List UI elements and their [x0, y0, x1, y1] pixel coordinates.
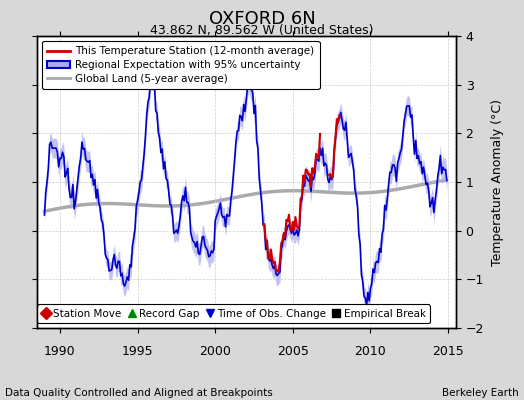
- Text: Data Quality Controlled and Aligned at Breakpoints: Data Quality Controlled and Aligned at B…: [5, 388, 273, 398]
- Text: Berkeley Earth: Berkeley Earth: [442, 388, 519, 398]
- Y-axis label: Temperature Anomaly (°C): Temperature Anomaly (°C): [491, 98, 504, 266]
- Text: 2005: 2005: [277, 345, 309, 358]
- Text: 1990: 1990: [44, 345, 76, 358]
- Legend: Station Move, Record Gap, Time of Obs. Change, Empirical Break: Station Move, Record Gap, Time of Obs. C…: [37, 304, 430, 323]
- Text: 43.862 N, 89.562 W (United States): 43.862 N, 89.562 W (United States): [150, 24, 374, 37]
- Text: 1995: 1995: [122, 345, 154, 358]
- Text: 2000: 2000: [199, 345, 231, 358]
- Text: 2010: 2010: [355, 345, 386, 358]
- Text: OXFORD 6N: OXFORD 6N: [209, 10, 315, 28]
- Text: 2015: 2015: [432, 345, 464, 358]
